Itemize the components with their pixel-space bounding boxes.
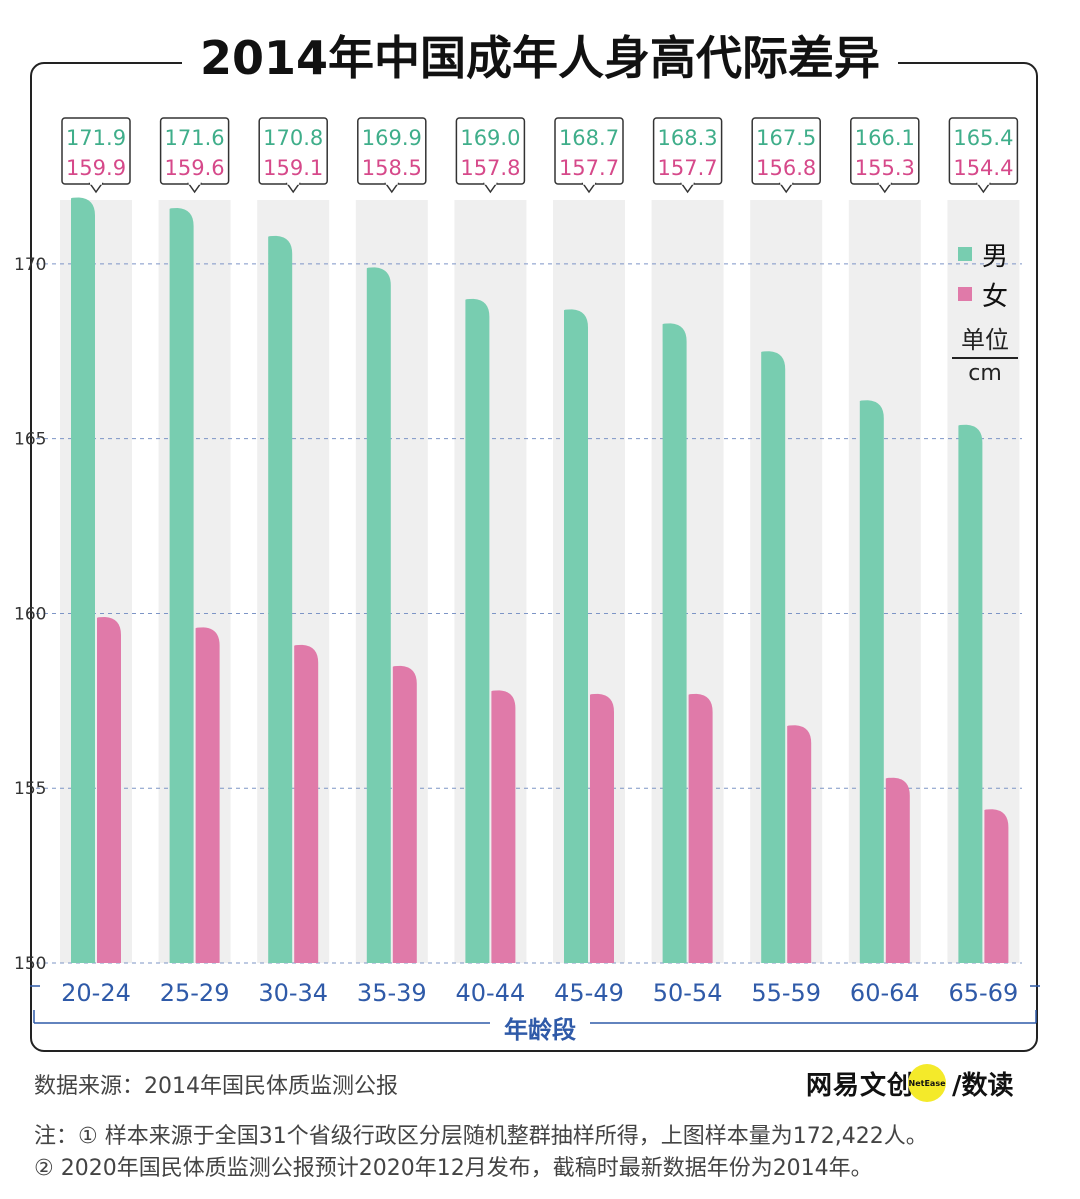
category-band: [553, 200, 625, 963]
data-label-female: 157.7: [559, 156, 619, 180]
legend-item-male: 男: [958, 234, 1028, 274]
data-source: 数据来源：2014年国民体质监测公报: [34, 1074, 398, 1099]
x-tick-label: 40-44: [456, 979, 526, 1007]
value-label-pointer: [778, 182, 794, 194]
x-tick-label: 30-34: [258, 979, 328, 1007]
brand-main: 网易文创: [806, 1070, 915, 1101]
value-label-pointer: [187, 182, 203, 194]
x-tick-label: 20-24: [61, 979, 131, 1007]
data-label-female: 157.8: [460, 156, 520, 180]
bar-female: [294, 644, 319, 963]
chart-title: 2014年中国成年人身高代际差异: [0, 28, 1080, 88]
y-tick-label: 150: [14, 954, 46, 974]
bar-female: [885, 777, 910, 963]
legend: 男 女: [958, 234, 1028, 314]
category-band: [848, 200, 921, 963]
data-label-female: 159.6: [165, 156, 225, 180]
category-band: [651, 200, 724, 963]
unit-label: 单位 cm: [952, 320, 1018, 386]
data-label-female: 159.9: [66, 156, 126, 180]
data-label-female: 158.5: [362, 156, 422, 180]
legend-label-female: 女: [982, 281, 1009, 312]
x-tick-label: 60-64: [850, 979, 920, 1007]
brand-logo: 网易文创 NetEase /数读: [806, 1058, 1014, 1108]
category-band: [355, 200, 428, 963]
bar-female: [590, 693, 614, 963]
x-tick-label: 55-59: [751, 979, 821, 1007]
bar-female: [984, 809, 1009, 963]
legend-item-female: 女: [958, 274, 1028, 314]
data-label-female: 154.4: [953, 156, 1013, 180]
value-label-pointer: [482, 182, 498, 194]
data-label-male: 168.3: [658, 126, 718, 150]
category-band: [947, 200, 1020, 963]
category-band: [750, 200, 823, 963]
value-label-pointer: [88, 182, 104, 194]
bar-male: [761, 351, 786, 963]
data-label-male: 166.1: [855, 126, 915, 150]
bar-male: [662, 323, 687, 963]
bar-male: [958, 424, 983, 963]
value-label-pointer: [384, 182, 400, 194]
bar-female: [787, 725, 812, 963]
value-label-pointer: [285, 182, 301, 194]
legend-label-male: 男: [982, 241, 1009, 272]
data-label-female: 157.7: [658, 156, 718, 180]
legend-swatch-male: [958, 247, 972, 261]
bar-male: [366, 267, 391, 963]
data-label-male: 168.7: [559, 126, 619, 150]
bar-female: [688, 693, 713, 963]
y-tick-label: 165: [14, 430, 46, 450]
bar-female: [97, 616, 121, 963]
x-axis-label: 年龄段: [490, 1010, 590, 1045]
bar-chart: 150 155 160 165 170 171.9 159.9 20-24 171.6 159.6…: [14, 117, 1040, 1024]
data-label-male: 167.5: [756, 126, 816, 150]
category-band: [454, 200, 527, 963]
bar-male: [268, 235, 293, 963]
data-label-female: 159.1: [263, 156, 323, 180]
x-tick-label: 65-69: [949, 979, 1019, 1007]
bar-male: [71, 197, 95, 964]
brand-sub: /数读: [952, 1070, 1014, 1101]
bar-male: [169, 207, 194, 963]
data-label-male: 165.4: [953, 126, 1013, 150]
note-2: ② 2020年国民体质监测公报预计2020年12月发布，截稿时最新数据年份为20…: [34, 1156, 873, 1181]
data-label-male: 171.9: [66, 126, 126, 150]
y-tick-label: 160: [14, 604, 46, 624]
value-label-pointer: [680, 182, 696, 194]
data-label-male: 169.0: [460, 126, 520, 150]
value-label-pointer: [581, 182, 597, 194]
category-band: [158, 200, 231, 963]
category-band: [257, 200, 330, 963]
bar-female: [491, 690, 516, 963]
data-label-male: 169.9: [362, 126, 422, 150]
data-label-female: 155.3: [855, 156, 915, 180]
value-label-pointer: [975, 182, 991, 194]
data-label-male: 170.8: [263, 126, 323, 150]
x-tick-label: 25-29: [160, 979, 230, 1007]
data-label-female: 156.8: [756, 156, 816, 180]
unit-value: cm: [968, 361, 1002, 386]
bar-male: [465, 298, 490, 963]
note-1: 注：① 样本来源于全国31个省级行政区分层随机整群抽样所得，上图样本量为172,…: [34, 1124, 928, 1149]
data-label-male: 171.6: [165, 126, 225, 150]
bar-female: [195, 627, 220, 963]
bar-male: [859, 400, 884, 963]
x-tick-label: 45-49: [554, 979, 624, 1007]
y-tick-label: 155: [14, 779, 46, 799]
brand-dot: NetEase: [908, 1064, 947, 1102]
y-tick-label: 170: [14, 255, 46, 275]
x-tick-label: 35-39: [357, 979, 427, 1007]
bar-female: [392, 665, 417, 963]
category-band: [60, 200, 132, 963]
unit-title: 单位: [952, 320, 1018, 359]
x-tick-label: 50-54: [653, 979, 723, 1007]
bar-male: [564, 309, 588, 963]
value-label-pointer: [877, 182, 893, 194]
legend-swatch-female: [958, 287, 972, 301]
